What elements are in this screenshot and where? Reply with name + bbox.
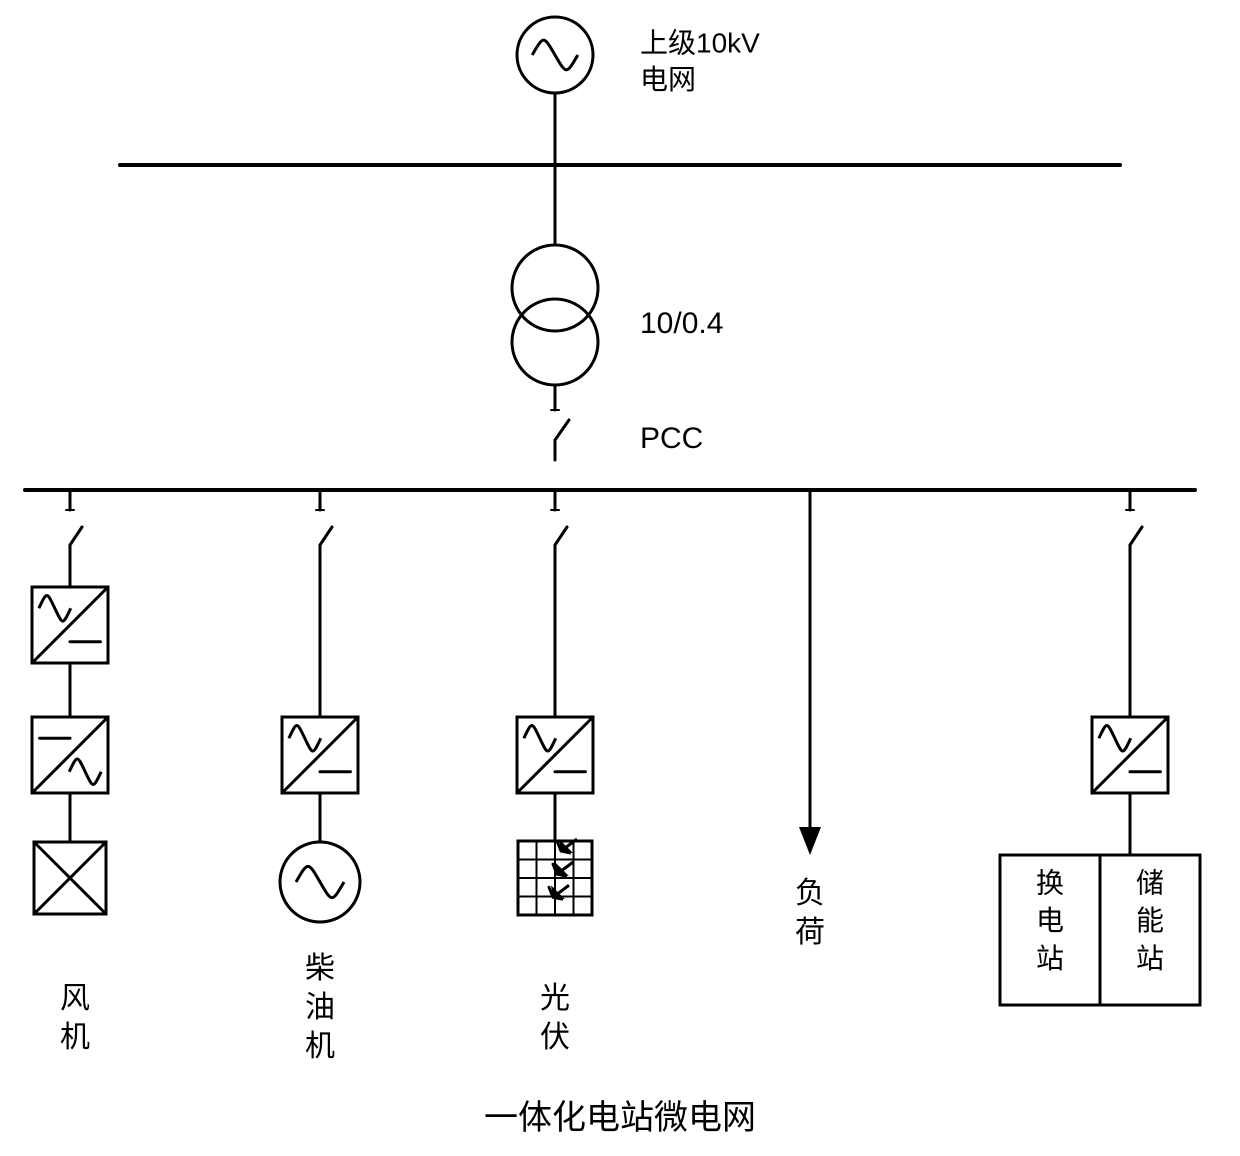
svg-text:储: 储 bbox=[1136, 867, 1164, 898]
svg-text:站: 站 bbox=[1136, 943, 1164, 974]
svg-text:换: 换 bbox=[1036, 867, 1064, 898]
svg-text:站: 站 bbox=[1036, 943, 1064, 974]
svg-text:10/0.4: 10/0.4 bbox=[640, 307, 723, 340]
svg-text:柴: 柴 bbox=[305, 952, 335, 985]
svg-text:风: 风 bbox=[60, 982, 90, 1015]
svg-text:机: 机 bbox=[60, 1021, 90, 1054]
svg-text:光: 光 bbox=[540, 982, 570, 1015]
svg-text:油: 油 bbox=[305, 991, 335, 1024]
svg-text:机: 机 bbox=[305, 1030, 335, 1063]
svg-text:一体化电站微电网: 一体化电站微电网 bbox=[484, 1099, 756, 1137]
microgrid-single-line-diagram: 上级10kV电网10/0.4PCC风机柴油机光伏负荷换电站储能站一体化电站微电网 bbox=[0, 0, 1240, 1156]
svg-text:PCC: PCC bbox=[640, 422, 703, 455]
svg-text:电网: 电网 bbox=[640, 64, 696, 95]
svg-text:负: 负 bbox=[795, 877, 825, 910]
svg-text:上级10kV: 上级10kV bbox=[640, 27, 760, 58]
svg-text:伏: 伏 bbox=[540, 1021, 570, 1054]
svg-text:电: 电 bbox=[1036, 905, 1064, 936]
svg-text:荷: 荷 bbox=[795, 916, 825, 949]
svg-text:能: 能 bbox=[1136, 905, 1164, 936]
